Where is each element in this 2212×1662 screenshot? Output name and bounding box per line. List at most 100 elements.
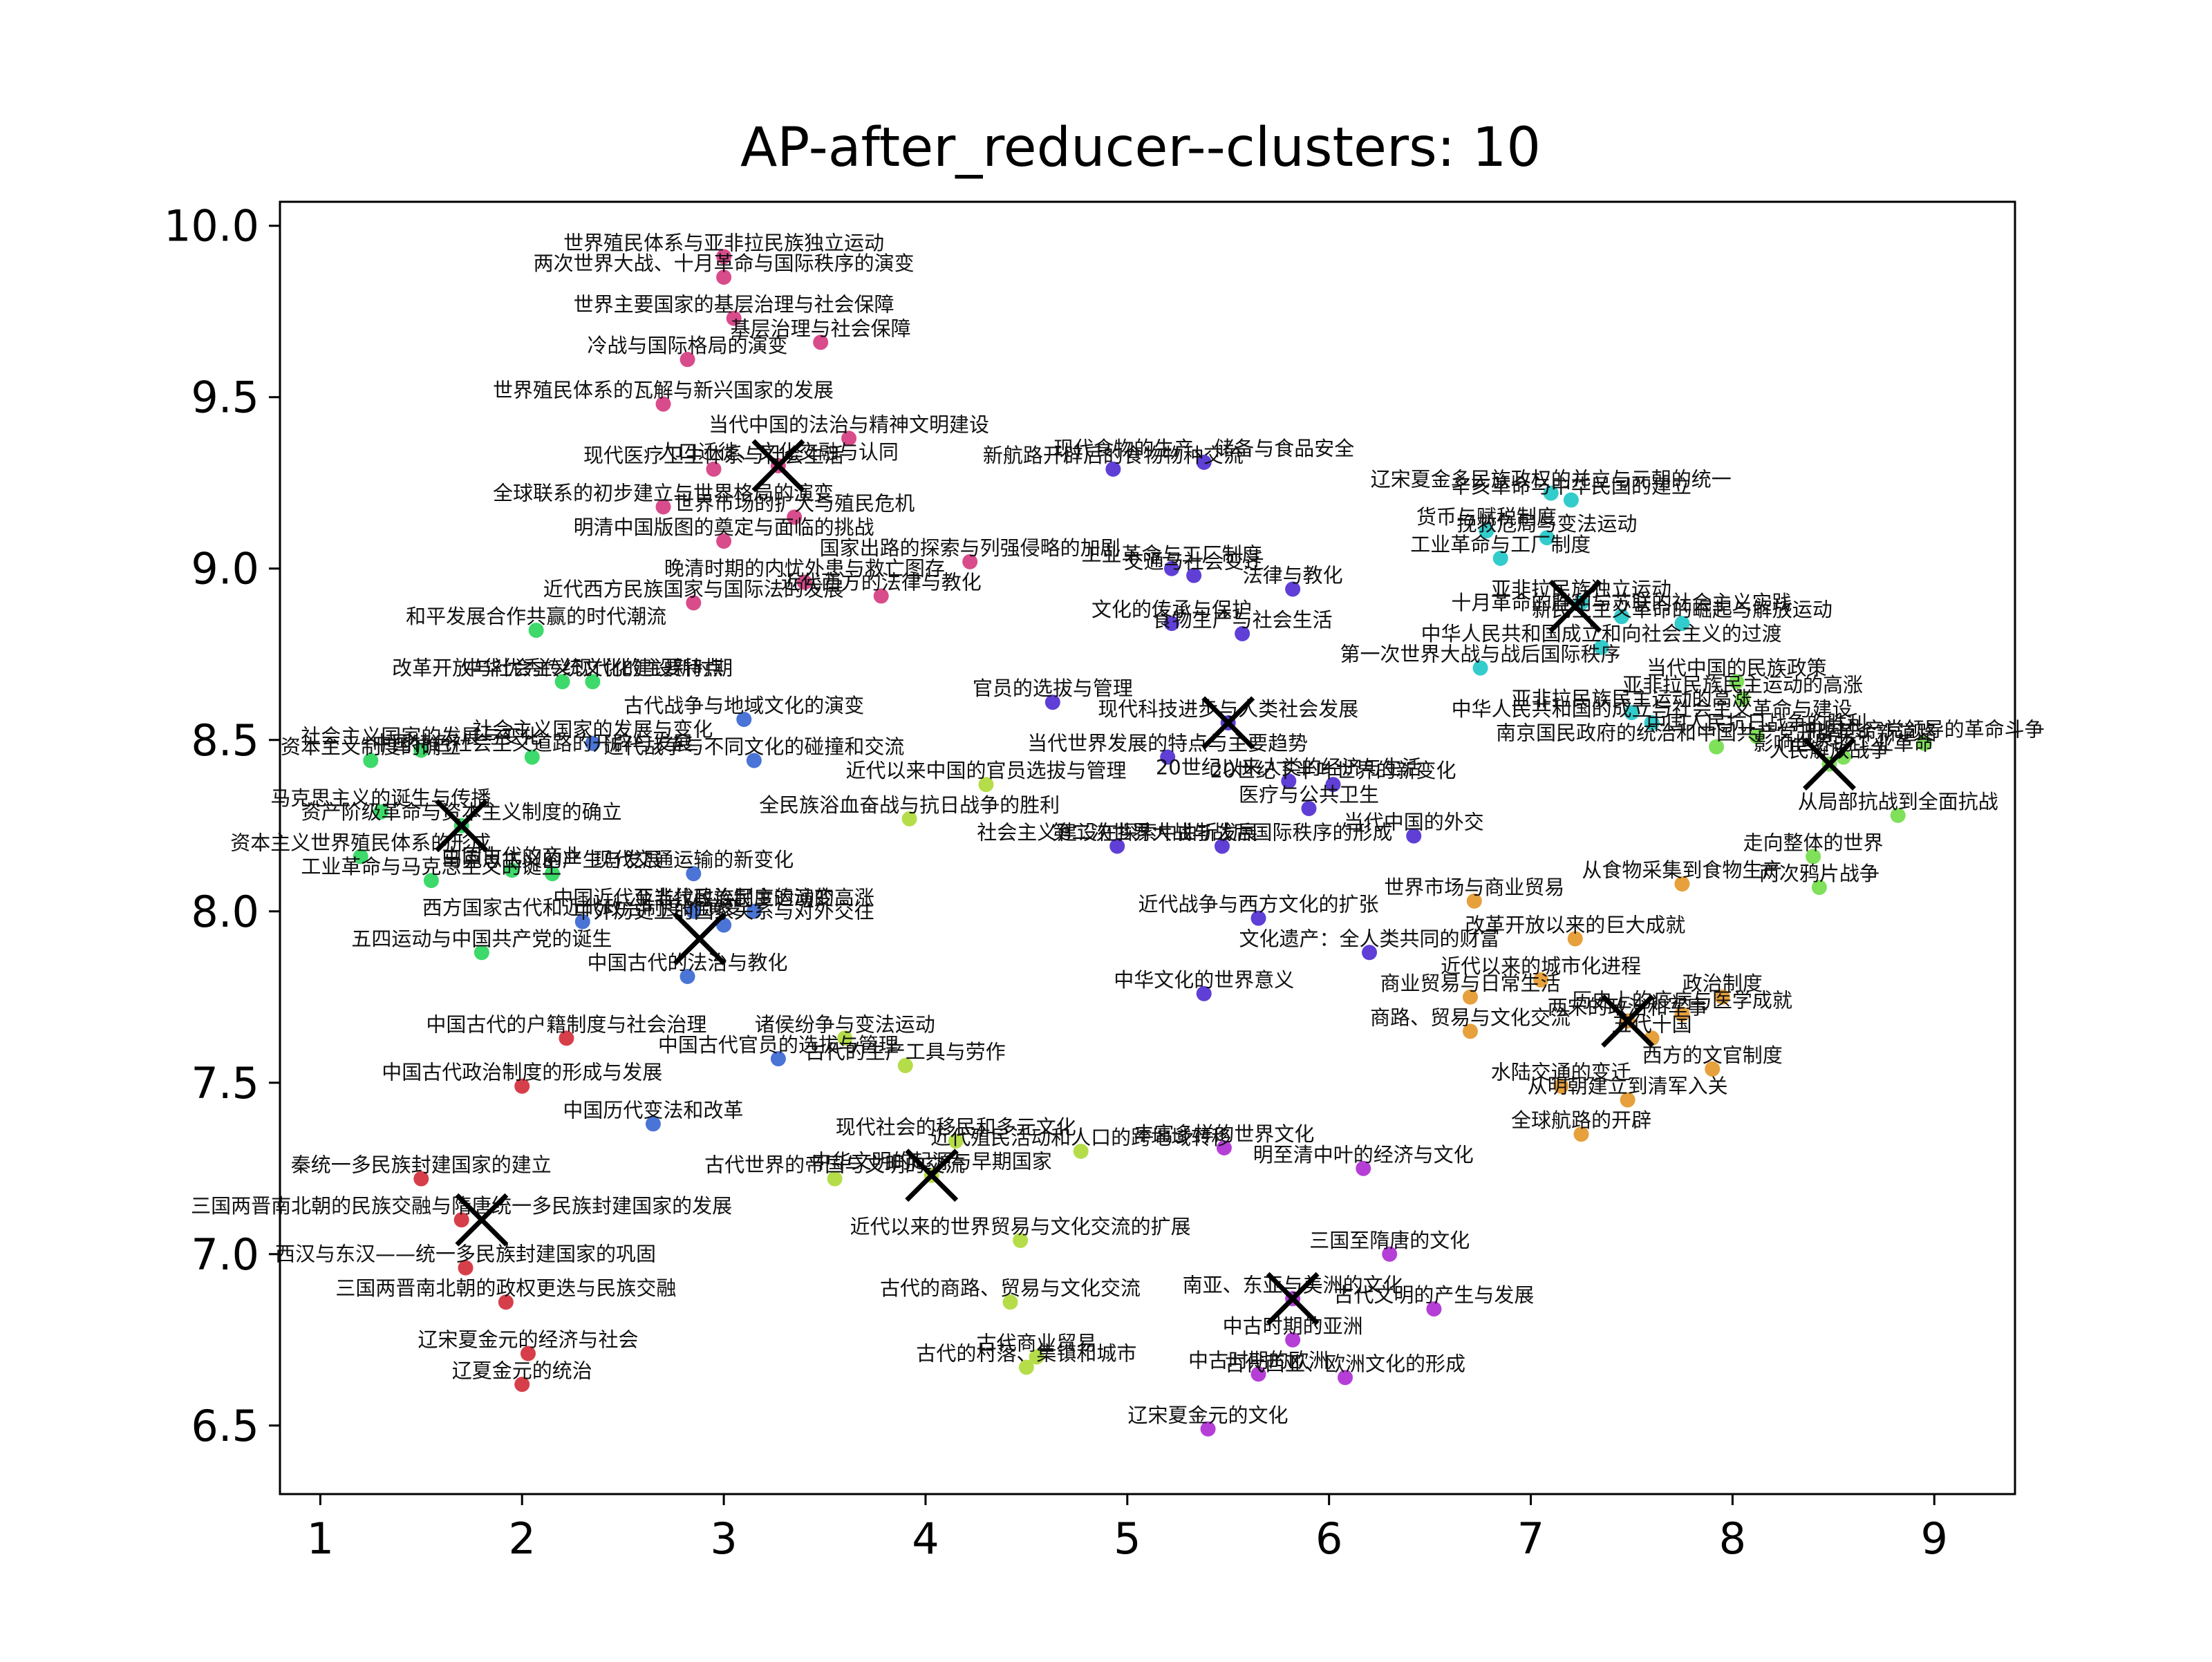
data-point — [948, 1133, 964, 1149]
data-point — [1250, 910, 1266, 926]
cluster-center-marker — [1201, 696, 1255, 750]
data-point — [1916, 735, 1932, 751]
cluster-center-marker — [455, 1193, 509, 1247]
point-label: 十月革命的胜利与苏联的社会主义实践 — [1451, 591, 1792, 614]
point-label: 第二次世界大战与战后国际秩序的形成 — [1051, 821, 1392, 844]
point-label: 辛亥革命与中华民国的建立 — [1451, 475, 1691, 498]
point-label: 从局部抗战到全面抗战 — [1798, 790, 1998, 813]
data-point — [1285, 1332, 1301, 1348]
point-label: 水陆交通的变迁 — [1491, 1061, 1631, 1084]
data-point — [498, 1294, 514, 1310]
data-point — [559, 1030, 574, 1046]
data-point — [1734, 691, 1750, 707]
data-point — [528, 623, 544, 639]
data-point — [1250, 1366, 1266, 1382]
data-point — [1714, 989, 1730, 1005]
point-label: 古代战争与地域文化的演变 — [624, 694, 864, 717]
point-label: 工业革命与工厂制度 — [1410, 533, 1591, 556]
data-point — [1406, 828, 1422, 844]
data-point — [423, 873, 439, 889]
point-label: 中华人民共和国成立和向社会主义的过渡 — [1421, 622, 1782, 645]
data-point — [686, 595, 702, 611]
data-point — [520, 1345, 536, 1361]
point-label: 现代交通运输的新变化 — [593, 848, 794, 871]
point-label: 诸侯纷争与变法运动 — [755, 1012, 935, 1036]
data-point — [1029, 1349, 1044, 1365]
point-label: 文化的传承与保护 — [1091, 598, 1252, 621]
point-label: 中国古代政治制度的形成与发展 — [382, 1061, 662, 1084]
x-tick-label: 6 — [1315, 1513, 1342, 1564]
point-label: 三国两晋南北朝的政权更迭与民族交融 — [335, 1276, 676, 1300]
point-label: 政治制度 — [1683, 972, 1763, 995]
data-point — [716, 270, 732, 285]
point-label: 世界殖民体系的瓦解与新兴国家的发展 — [493, 379, 834, 402]
x-tick-label: 9 — [1921, 1513, 1948, 1564]
point-label: 从食物采集到食物生产 — [1582, 858, 1782, 882]
point-label: 商业贸易与日常生活 — [1380, 972, 1560, 995]
data-point — [655, 499, 671, 515]
data-point — [554, 674, 570, 690]
data-point — [1044, 695, 1060, 710]
point-label: 亚非拉民族民主运动的高涨 — [1511, 687, 1752, 710]
data-point — [1356, 1160, 1371, 1176]
point-label: 中国近代至当代政治制度的演变 — [553, 886, 834, 909]
point-label: 五四运动与中国共产党的诞生 — [351, 927, 612, 950]
x-tick-label: 2 — [509, 1513, 536, 1564]
point-label: 资产阶级革命与资本主义制度的确立 — [301, 800, 622, 824]
point-label: 当代世界发展的特点与主要趋势 — [1027, 732, 1308, 755]
point-label: 两次鸦片战争 — [1759, 862, 1880, 885]
point-label: 从明朝建立到清军入关 — [1528, 1075, 1728, 1098]
cluster-center-marker — [1601, 994, 1655, 1048]
point-label: 南京国民政府的统治和中国共产党开辟革命新道路 — [1496, 721, 1937, 745]
point-label: 改革开放与社会主义现代化建设新时期 — [392, 656, 733, 679]
data-point — [1462, 989, 1478, 1005]
x-tick-label: 8 — [1719, 1513, 1746, 1564]
data-point — [1164, 616, 1180, 632]
point-label: 工业革命与工厂制度 — [1082, 543, 1262, 567]
point-label: 中华优秀传统文化的主要特点 — [462, 656, 723, 679]
data-point — [655, 396, 671, 412]
data-point — [686, 903, 702, 919]
data-point — [524, 749, 540, 765]
data-point — [827, 1171, 843, 1187]
point-label: 中国人民抗日战争的胜利 — [1647, 711, 1867, 735]
data-point — [514, 1377, 530, 1392]
data-point — [716, 533, 732, 549]
point-label: 西方的文官制度 — [1642, 1044, 1783, 1067]
point-label: 辽夏金元的统治 — [452, 1359, 592, 1382]
data-point — [1729, 674, 1745, 690]
point-label: 三国至隋唐的文化 — [1309, 1229, 1470, 1252]
data-point — [645, 1116, 661, 1132]
data-point — [1553, 1078, 1569, 1094]
cluster-center-marker — [435, 799, 489, 853]
data-point — [770, 1051, 786, 1067]
data-point — [453, 1212, 469, 1228]
point-label: 新航路开辟后的食物物种交流 — [983, 444, 1244, 467]
data-point — [1705, 1061, 1721, 1077]
point-label: 基层治理与社会保障 — [731, 317, 911, 340]
point-label: 中国共产党领导的革命斗争 — [1804, 718, 2045, 742]
cluster-centers-layer — [435, 439, 1856, 1325]
point-label: 走向整体的世界 — [1743, 831, 1884, 854]
point-label: 官员的选拔与管理 — [973, 677, 1133, 700]
data-point — [1563, 492, 1579, 508]
point-label: 古代的村落、集镇和城市 — [916, 1341, 1136, 1365]
data-point — [1890, 807, 1906, 823]
data-point — [1301, 800, 1317, 816]
data-point — [962, 554, 978, 569]
data-point — [1338, 1370, 1353, 1386]
point-label: 近代殖民活动和人口的跨地域转移 — [930, 1126, 1231, 1149]
point-label: 中华文明的起源与早期国家 — [812, 1150, 1052, 1173]
data-point — [1235, 625, 1250, 641]
point-label: 现代科技进步与人类社会发展 — [1098, 697, 1358, 721]
y-tick-label: 8.5 — [191, 715, 259, 766]
data-point — [585, 735, 601, 751]
point-label: 辽宋夏金元的文化 — [1128, 1404, 1288, 1427]
cluster-center-marker — [1548, 579, 1602, 633]
data-point — [1325, 777, 1341, 793]
point-label: 交通与社会变迁 — [1124, 550, 1264, 574]
point-label: 辽宋夏金多民族政权的并立与元朝的统一 — [1371, 468, 1732, 491]
point-label: 近代以来的城市化进程 — [1441, 954, 1641, 978]
point-label: 世界殖民体系与亚非拉民族独立运动 — [563, 231, 884, 254]
data-point — [1362, 945, 1378, 961]
